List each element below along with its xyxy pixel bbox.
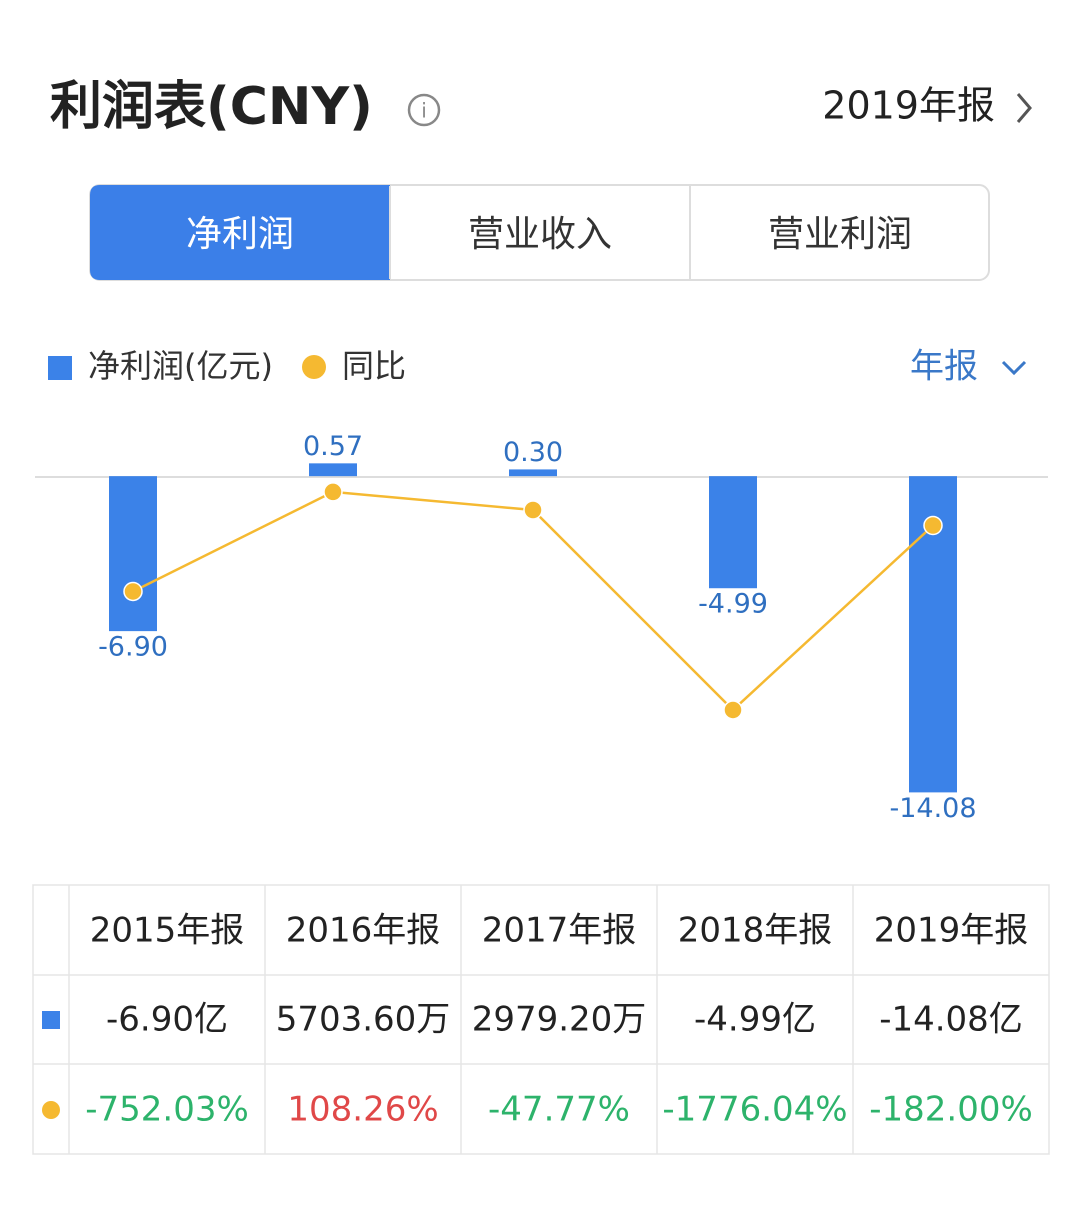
title: 利润表(CNY)	[50, 77, 373, 137]
legend-label: 净利润(亿元)	[88, 347, 273, 385]
table-header: 2019年报	[874, 911, 1029, 951]
table-cell: -1776.04%	[662, 1090, 847, 1130]
bar	[709, 476, 757, 589]
info-icon[interactable]: i	[407, 93, 441, 127]
table-header: 2017年报	[482, 911, 637, 951]
table-header: 2018年报	[678, 911, 833, 951]
line-point	[523, 500, 543, 520]
svg-text:i: i	[421, 99, 427, 123]
table-cell: -4.99亿	[694, 1000, 816, 1040]
tab[interactable]: 营业利润	[768, 214, 912, 255]
period-link[interactable]: 2019年报	[822, 84, 995, 128]
dropdown-arrow	[1001, 360, 1027, 376]
table-border	[32, 884, 1050, 1155]
bar	[109, 476, 157, 632]
data-label: -6.90	[98, 632, 168, 663]
table-cell: -6.90亿	[106, 1000, 228, 1040]
chevron	[1016, 93, 1032, 123]
data-label: -4.99	[698, 589, 768, 620]
table-cell: -752.03%	[85, 1090, 249, 1130]
table-cell: -47.77%	[488, 1090, 630, 1130]
line-point	[323, 482, 343, 502]
tab[interactable]: 营业收入	[468, 214, 612, 255]
table-cell: -182.00%	[869, 1090, 1033, 1130]
table-cell: -14.08亿	[879, 1000, 1023, 1040]
row-marker	[42, 1011, 60, 1029]
data-label: 0.57	[303, 431, 363, 462]
bar	[509, 469, 557, 477]
legend-label: 同比	[342, 347, 406, 385]
line-point	[923, 515, 943, 536]
row-marker	[42, 1101, 60, 1119]
table-cell: 2979.20万	[472, 1000, 647, 1040]
tab[interactable]: 净利润	[186, 214, 294, 255]
table-header: 2016年报	[286, 911, 441, 951]
line-point	[723, 700, 743, 720]
line	[132, 490, 934, 712]
table-cell: 108.26%	[287, 1090, 438, 1130]
data-label: 0.30	[503, 437, 563, 468]
table-header: 2015年报	[90, 911, 245, 951]
legend-swatch	[48, 356, 72, 380]
period-select[interactable]: 年报	[910, 347, 978, 387]
tab-active-bg	[90, 185, 390, 280]
data-label: -14.08	[889, 793, 976, 824]
bar	[309, 463, 357, 477]
legend-swatch	[302, 355, 326, 379]
line-point	[123, 581, 143, 602]
table-cell: 5703.60万	[276, 1000, 451, 1040]
